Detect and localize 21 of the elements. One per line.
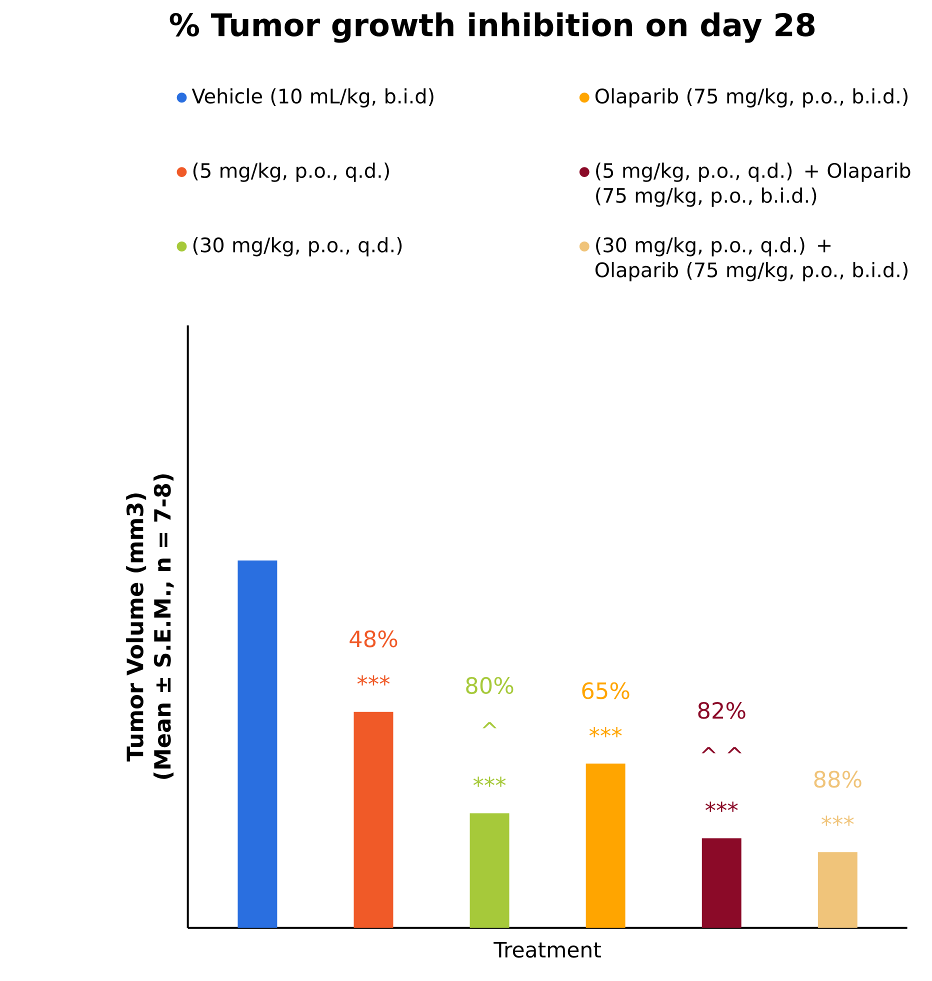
y-axis-title: Tumor Volume (mm3) (Mean ± S.E.M., n = 7-8) <box>126 474 174 779</box>
legend-label: (5 mg/kg, p.o., q.d.) + Olaparib (75 mg/kg, p.o., b.i.d.) <box>596 162 910 207</box>
legend-label: (5 mg/kg, p.o., q.d.) <box>193 162 389 182</box>
legend-label: (30 mg/kg, p.o., q.d.) <box>193 237 402 256</box>
chart-title: % Tumor growth inhibition on day 28 <box>170 12 815 43</box>
annotation: 80% <box>466 676 514 694</box>
annotation: 88% <box>814 770 862 788</box>
legend-label: Olaparib (75 mg/kg, p.o., b.i.d.) <box>595 88 908 108</box>
annotation: *** <box>357 675 390 686</box>
annotation: 65% <box>582 682 630 700</box>
annotation: *** <box>821 816 854 826</box>
x-axis-title: Treatment <box>494 942 601 958</box>
annotation: *** <box>705 802 738 812</box>
legend-label: Vehicle (10 mL/kg, b.i.d) <box>192 88 434 108</box>
annotation: 82% <box>698 702 746 719</box>
legend-label: (30 mg/kg, p.o., q.d.) + Olaparib (75 mg/kg, p.o., b.i.d.) <box>595 237 908 282</box>
annotation: *** <box>473 776 506 787</box>
annotation: *** <box>589 727 622 738</box>
annotation: 48% <box>350 630 398 648</box>
annotation: ^ <box>482 722 497 728</box>
annotation: ^ ^ <box>702 747 742 754</box>
